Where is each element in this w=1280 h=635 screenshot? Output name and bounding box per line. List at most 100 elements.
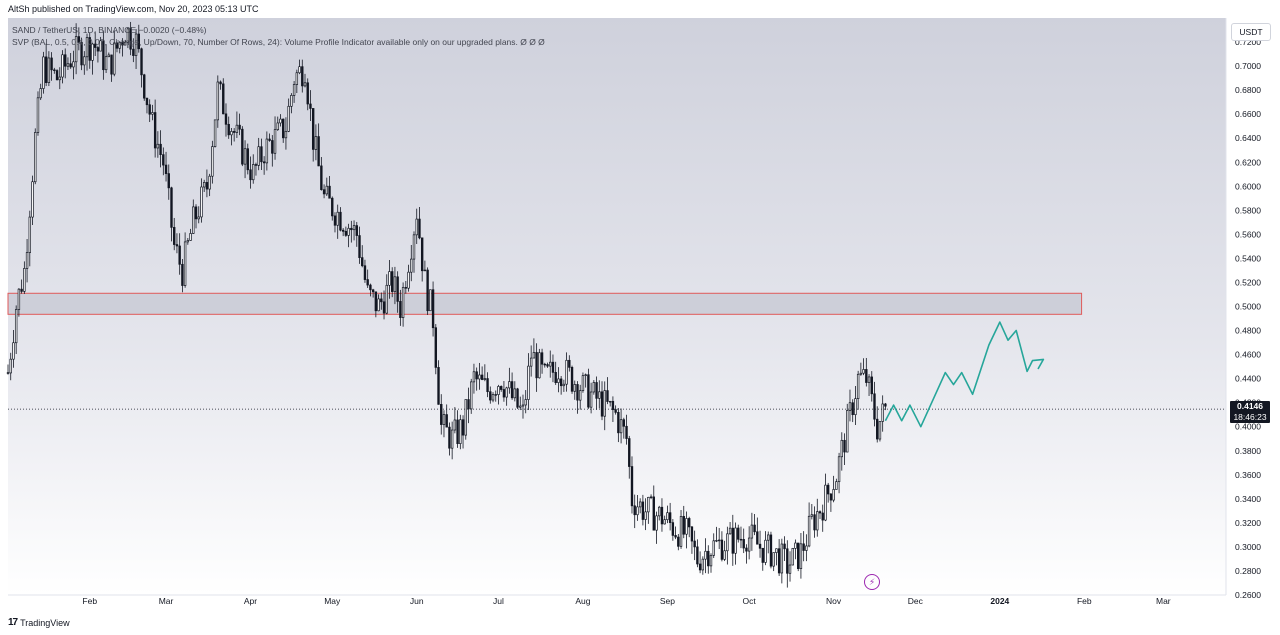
candle-body xyxy=(837,456,841,483)
candle xyxy=(805,534,808,562)
candle-body xyxy=(333,215,337,226)
candle-body xyxy=(761,547,764,563)
candle-body xyxy=(584,374,587,377)
candle xyxy=(129,21,132,56)
candle xyxy=(151,104,154,121)
candle xyxy=(192,199,195,234)
candle xyxy=(873,381,876,427)
candle xyxy=(85,33,89,71)
footer: 17 TradingView xyxy=(0,612,1280,635)
candle-body xyxy=(848,402,852,411)
candle xyxy=(374,291,378,318)
candle-body xyxy=(802,543,805,551)
candle xyxy=(301,59,304,93)
candle xyxy=(418,206,421,240)
candle-body xyxy=(175,244,179,247)
candle xyxy=(391,267,394,298)
candle-body xyxy=(322,189,326,195)
x-tick-label: Mar xyxy=(159,596,174,606)
candle-body xyxy=(442,414,446,425)
tradingview-logo-icon: 17 xyxy=(8,617,18,628)
candle xyxy=(720,531,724,562)
candle xyxy=(499,385,503,392)
tradingview-brand[interactable]: 17 TradingView xyxy=(8,617,70,628)
candle-body xyxy=(606,390,609,402)
resistance-zone[interactable] xyxy=(7,292,1083,315)
candle-body xyxy=(701,558,705,571)
candle-body xyxy=(235,124,239,133)
candle-body xyxy=(47,57,51,83)
candle-body xyxy=(178,245,181,265)
candle xyxy=(189,228,192,241)
candle-body xyxy=(649,496,653,499)
symbol-legend[interactable]: SAND / TetherUS, 1D, BINANCE −0.0020 (−0… xyxy=(12,25,207,35)
candle xyxy=(164,151,168,182)
candle-body xyxy=(224,113,228,125)
candle-body xyxy=(246,148,249,171)
candle xyxy=(28,210,31,267)
candle-body xyxy=(189,233,192,241)
candle xyxy=(298,59,301,75)
candle xyxy=(200,178,203,223)
candle-body xyxy=(516,388,519,408)
candle-body xyxy=(557,378,560,383)
candle xyxy=(628,435,631,479)
candle xyxy=(23,261,26,294)
candle xyxy=(865,357,868,387)
indicator-legend[interactable]: SVP (BAL, 0.5, 0.4, 0.07, Change, Up/Dow… xyxy=(12,37,545,47)
candle xyxy=(331,196,334,221)
candle xyxy=(655,511,658,544)
currency-selector[interactable]: USDT xyxy=(1231,23,1271,41)
candle-body xyxy=(807,515,811,547)
candle xyxy=(756,517,759,545)
candle xyxy=(794,539,797,560)
candle xyxy=(320,157,323,191)
candle-body xyxy=(513,388,517,399)
candle xyxy=(546,362,549,368)
candle-body xyxy=(14,309,18,344)
candle xyxy=(453,407,457,434)
candle-body xyxy=(750,524,754,539)
candle-body xyxy=(88,37,91,61)
candle-body xyxy=(393,276,397,292)
candle xyxy=(456,410,459,448)
candle xyxy=(775,548,778,566)
candle-body xyxy=(382,301,386,314)
candle xyxy=(6,364,10,375)
candle xyxy=(102,30,105,80)
candle-body xyxy=(824,484,827,521)
candle xyxy=(118,41,121,54)
candle-body xyxy=(450,429,454,449)
candle-body xyxy=(213,119,217,147)
candle xyxy=(797,542,800,572)
candle-body xyxy=(589,391,593,408)
candle xyxy=(254,162,258,176)
candle-body xyxy=(679,516,683,547)
candle xyxy=(104,44,108,74)
candle xyxy=(317,123,320,167)
candle xyxy=(407,264,410,292)
candle-body xyxy=(876,418,879,440)
candle xyxy=(99,36,102,52)
candle xyxy=(576,381,579,414)
candle-body xyxy=(491,394,495,401)
x-tick-label: Jul xyxy=(493,596,504,606)
candle xyxy=(371,288,375,298)
chart-area[interactable]: 0.7200 0.7000 0.6800 0.6600 0.6400 0.6200 0.60… xyxy=(0,18,1280,610)
candle xyxy=(110,54,113,82)
price-chart[interactable]: 0.7200 0.7000 0.6800 0.6600 0.6400 0.6200 0.60… xyxy=(0,18,1280,610)
candle-body xyxy=(265,138,269,164)
projection-path[interactable] xyxy=(884,321,1045,428)
candle xyxy=(807,502,811,548)
candle-body xyxy=(34,132,37,183)
candle xyxy=(20,279,23,294)
current-price-label: 0.4146 18:46:23 xyxy=(1230,401,1270,423)
candle-body xyxy=(777,548,781,574)
lightning-icon[interactable]: ⚡ xyxy=(864,574,880,590)
candle-body xyxy=(448,426,451,449)
candle-body xyxy=(767,534,770,541)
candle-body xyxy=(554,372,557,383)
candle-body xyxy=(366,279,369,286)
candle xyxy=(562,379,566,392)
candle xyxy=(431,281,435,337)
